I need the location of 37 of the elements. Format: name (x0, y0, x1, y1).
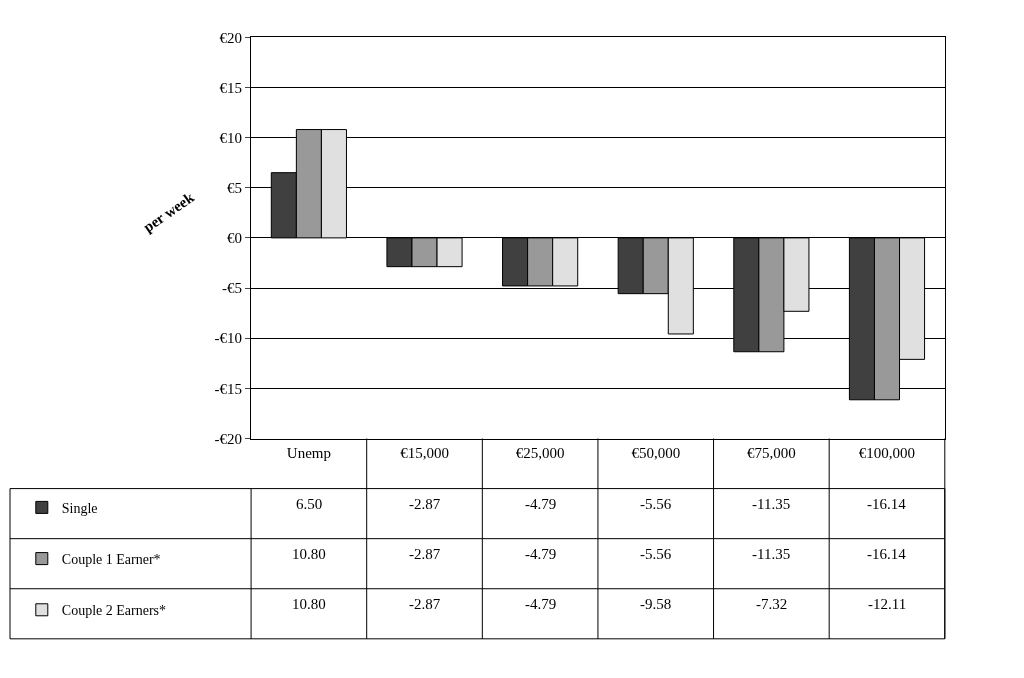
x-tick-label: €100,000 (858, 444, 916, 461)
y-tick-label: €10 (219, 129, 243, 146)
data-label: -16.14 (867, 546, 907, 562)
data-label: -5.56 (640, 546, 672, 562)
data-label: -12.11 (868, 596, 907, 612)
data-label: -2.87 (409, 596, 441, 612)
data-label: -4.79 (525, 546, 557, 562)
y-tick-label: €0 (227, 230, 243, 247)
data-label: -11.35 (752, 496, 791, 512)
legend-label: Single (61, 500, 98, 516)
x-tick-label: €25,000 (515, 444, 565, 461)
data-label: -4.79 (525, 496, 557, 512)
y-tick-label: €20 (219, 29, 243, 46)
x-tick-label: Unemp (286, 444, 331, 461)
y-tick-label: -€5 (222, 280, 243, 297)
y-tick-label: €15 (219, 79, 243, 96)
data-label: -2.87 (409, 546, 441, 562)
data-label: -16.14 (867, 496, 907, 512)
x-tick-label: €75,000 (746, 444, 796, 461)
x-tick-label: €15,000 (400, 444, 449, 461)
x-tick-label: €50,000 (631, 444, 681, 461)
data-label: -2.87 (409, 496, 441, 512)
data-label: 10.80 (292, 596, 326, 612)
data-label: -11.35 (752, 546, 791, 562)
y-tick-label: -€20 (214, 430, 243, 447)
data-label: -5.56 (640, 496, 672, 512)
legend-label: Couple 1 Earner* (61, 552, 161, 568)
y-tick-label: -€10 (214, 330, 243, 347)
y-axis-title: per week (140, 188, 198, 236)
legend-label: Couple 2 Earners* (61, 603, 167, 619)
data-label: -9.58 (640, 596, 672, 612)
data-label: -4.79 (525, 596, 557, 612)
y-tick-label: -€15 (214, 380, 243, 397)
y-tick-label: €5 (227, 179, 243, 196)
data-label: 6.50 (296, 496, 323, 512)
data-label: 10.80 (292, 546, 326, 562)
data-label: -7.32 (756, 596, 788, 612)
